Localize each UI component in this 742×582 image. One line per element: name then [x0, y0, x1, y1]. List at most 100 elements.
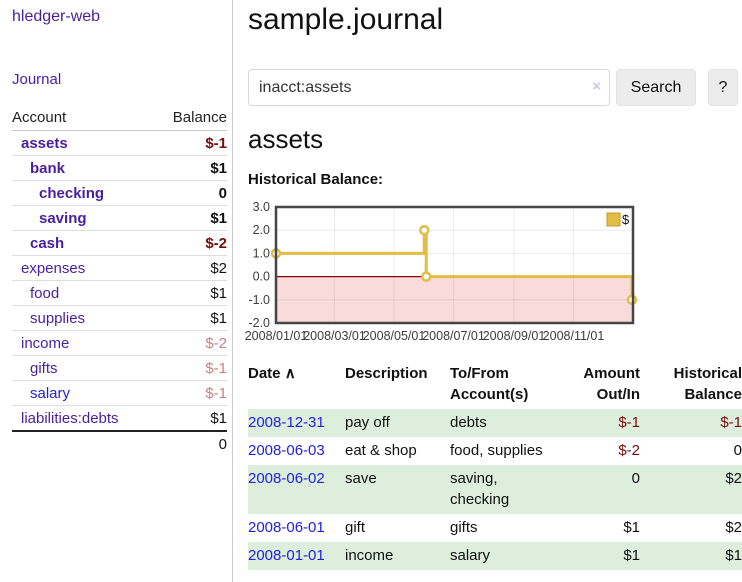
account-link-cash[interactable]: cash [30, 234, 65, 252]
chart-x-tick-label: 2008/09/01 [483, 329, 546, 343]
account-link-saving[interactable]: saving [39, 209, 87, 227]
register-date-link[interactable]: 2008-06-01 [248, 519, 325, 536]
chart-title: Historical Balance: [248, 171, 384, 188]
account-row: liabilities:debts $1 [12, 406, 227, 430]
register-balance: $1 [725, 547, 742, 564]
account-row: cash $-2 [12, 231, 227, 256]
account-balance: $1 [210, 209, 227, 227]
register-date-link[interactable]: 2008-01-01 [248, 547, 325, 564]
register-amount: $-1 [618, 414, 640, 431]
account-balance: $-1 [205, 359, 227, 377]
register-row: 2008-06-02 save saving, checking 0 $2 [248, 465, 742, 514]
account-link-checking[interactable]: checking [39, 184, 105, 202]
account-link-supplies[interactable]: supplies [30, 309, 86, 327]
account-balance: $-2 [205, 334, 227, 352]
account-link-income[interactable]: income [21, 334, 70, 352]
register-accounts: debts [450, 414, 487, 431]
brand-link[interactable]: hledger-web [12, 8, 101, 25]
account-balance: $2 [210, 259, 227, 277]
clear-search-icon[interactable]: × [592, 78, 601, 95]
sidebar: hledger-web Journal Account Balance asse… [0, 0, 233, 582]
legend-swatch-icon [606, 212, 621, 227]
register-date-link[interactable]: 2008-12-31 [248, 414, 325, 431]
accounts-rows: assets $-1 bank $1 checking 0 saving $1 cash $-2 e… [12, 131, 227, 430]
account-balance: $1 [210, 284, 227, 302]
accounts-table-header: Account Balance [12, 105, 227, 131]
register-row: 2008-06-01 gift gifts $1 $2 [248, 514, 742, 542]
chart-border [274, 205, 635, 325]
register-amount: $1 [623, 547, 640, 564]
account-link-expenses[interactable]: expenses [21, 259, 86, 277]
search-input[interactable] [248, 69, 610, 106]
accounts-table: Account Balance assets $-1 bank $1 checking 0… [12, 105, 227, 457]
account-row: assets $-1 [12, 131, 227, 156]
register-balance: $2 [725, 470, 742, 487]
col-amount: Amount Out/In [583, 365, 640, 403]
chart-y-tick-label: 2.0 [253, 223, 270, 237]
register-accounts: gifts [450, 519, 478, 536]
chart-y-tick-label: 0.0 [253, 270, 270, 284]
account-row: bank $1 [12, 156, 227, 181]
col-date[interactable]: Date ∧ [248, 361, 345, 409]
sort-asc-icon[interactable]: ∧ [284, 365, 296, 382]
search-button[interactable]: Search [616, 69, 696, 106]
col-date-label: Date [248, 365, 281, 382]
account-row: expenses $2 [12, 256, 227, 281]
register-amount: $1 [623, 519, 640, 536]
register-accounts: food, supplies [450, 442, 543, 459]
account-balance: $1 [210, 159, 227, 177]
account-row: income $-2 [12, 331, 227, 356]
register-description: eat & shop [345, 442, 417, 459]
col-description: Description [345, 365, 428, 382]
register-table: Date ∧ Description To/From Account(s) Am… [248, 361, 742, 570]
account-link-assets[interactable]: assets [21, 134, 68, 152]
chart-x-tick-label: 2008/11/01 [543, 329, 605, 343]
account-balance: $-2 [205, 234, 227, 252]
chart-y-tick-label: 3.0 [253, 200, 270, 214]
account-heading: assets [248, 124, 324, 154]
register-description: pay off [345, 414, 390, 431]
col-accounts: To/From Account(s) [450, 365, 529, 403]
account-row: salary $-1 [12, 381, 227, 406]
register-description: gift [345, 519, 366, 536]
register-balance: $2 [725, 519, 742, 536]
accounts-total-value: 0 [218, 436, 227, 453]
account-balance: $1 [210, 409, 227, 427]
account-balance: $-1 [205, 384, 227, 402]
account-link-salary[interactable]: salary [30, 384, 71, 402]
account-link-food[interactable]: food [30, 284, 60, 302]
register-date-link[interactable]: 2008-06-03 [248, 442, 325, 459]
register-row: 2008-12-31 pay off debts $-1 $-1 [248, 409, 742, 437]
account-row: supplies $1 [12, 306, 227, 331]
account-link-bank[interactable]: bank [30, 159, 66, 177]
register-row: 2008-01-01 income salary $1 $1 [248, 542, 742, 570]
account-balance: 0 [218, 184, 227, 202]
chart-y-tick-label: -2.0 [248, 316, 270, 330]
chart-y-tick-label: -1.0 [248, 293, 270, 307]
register-amount: 0 [631, 470, 640, 487]
chart-y-tick-label: 1.0 [253, 246, 270, 260]
account-row: saving $1 [12, 206, 227, 231]
help-button[interactable]: ? [708, 69, 738, 106]
register-accounts: saving, checking [450, 470, 510, 508]
journal-nav-link[interactable]: Journal [12, 71, 62, 88]
legend-label: $ [622, 212, 630, 227]
negative-region [276, 276, 633, 323]
account-link-liabilities-debts[interactable]: liabilities:debts [21, 409, 119, 427]
account-balance: $1 [210, 309, 227, 327]
chart-x-tick-label: 2008/01/01 [245, 329, 308, 343]
register-date-link[interactable]: 2008-06-02 [248, 470, 325, 487]
account-link-gifts[interactable]: gifts [30, 359, 58, 377]
search-form: × Search ? [248, 69, 742, 106]
account-row: gifts $-1 [12, 356, 227, 381]
chart-marker [419, 224, 430, 236]
historical-balance-chart[interactable]: 3.0 2.0 1.0 0.0 -1.0 -2.02008/01/012008/03/01… [245, 200, 742, 348]
register-description: save [345, 470, 377, 487]
register-accounts: salary [450, 547, 491, 564]
search-box: × [248, 69, 610, 106]
accounts-col-balance: Balance [172, 109, 227, 126]
account-balance: $-1 [205, 134, 227, 152]
register-description: income [345, 547, 394, 564]
register-balance: 0 [733, 442, 742, 459]
